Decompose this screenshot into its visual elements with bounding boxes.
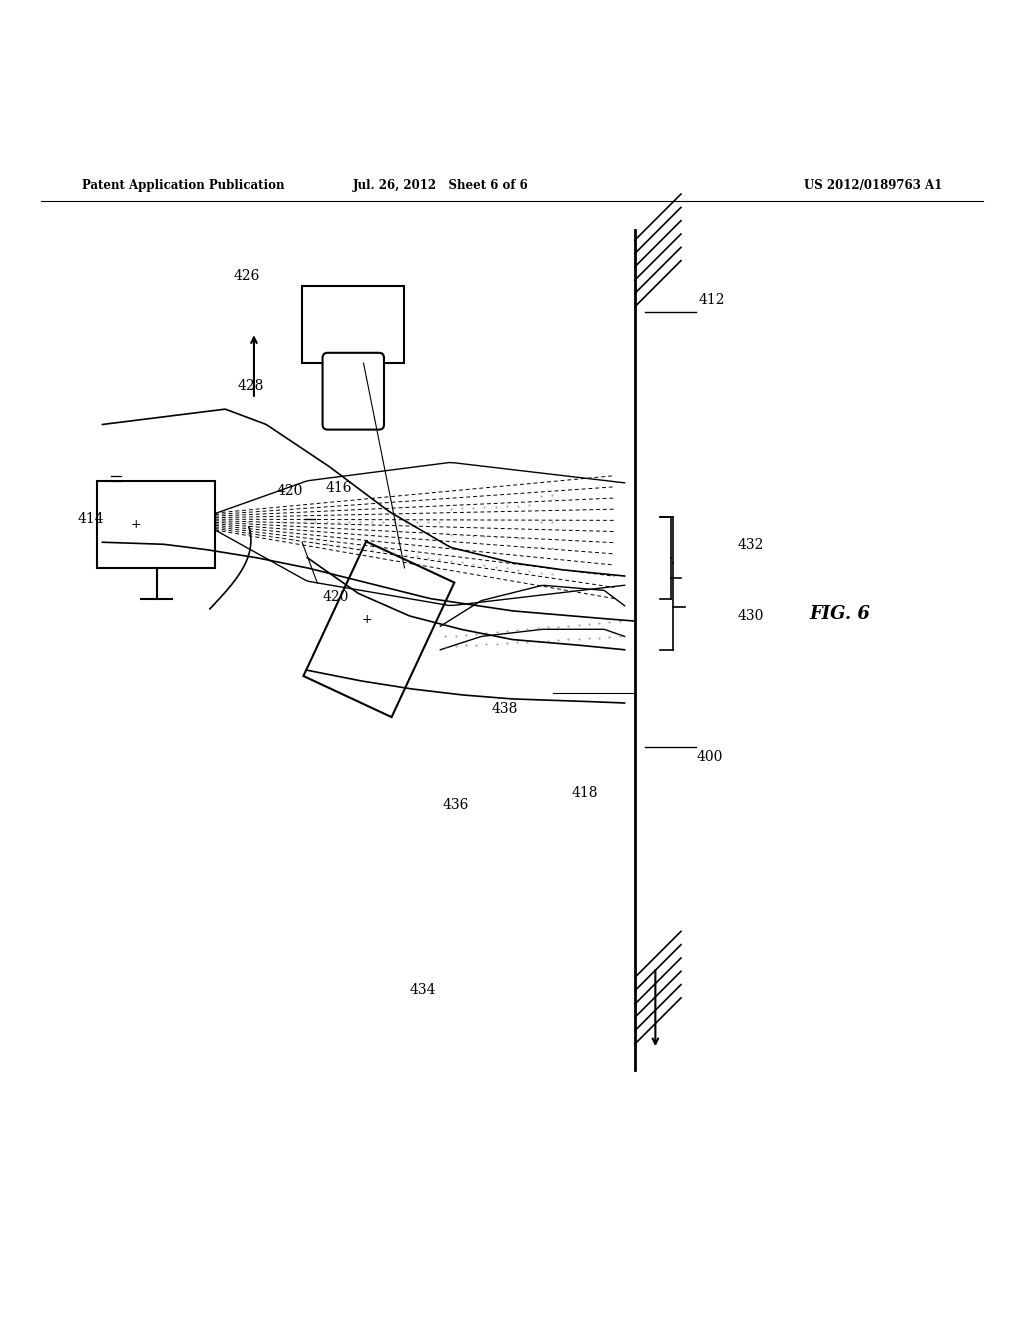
Text: Patent Application Publication: Patent Application Publication [82, 180, 285, 193]
Text: 438: 438 [492, 702, 518, 717]
FancyBboxPatch shape [323, 352, 384, 429]
Text: 426: 426 [233, 269, 260, 282]
Text: 434: 434 [410, 982, 436, 997]
Text: Jul. 26, 2012   Sheet 6 of 6: Jul. 26, 2012 Sheet 6 of 6 [352, 180, 528, 193]
Text: +: + [361, 612, 372, 626]
Text: 418: 418 [571, 787, 598, 800]
Bar [303, 541, 455, 717]
Text: 416: 416 [326, 480, 352, 495]
Text: 436: 436 [442, 799, 469, 812]
Text: 432: 432 [737, 539, 764, 552]
Text: 420: 420 [276, 484, 303, 498]
Text: 412: 412 [698, 293, 725, 306]
Text: 420: 420 [323, 590, 349, 603]
Text: 414: 414 [78, 512, 104, 525]
Text: 428: 428 [238, 379, 264, 392]
Text: FIG. 6: FIG. 6 [809, 605, 870, 623]
Text: 430: 430 [737, 609, 764, 623]
Text: +: + [131, 519, 141, 532]
Bar [302, 286, 404, 363]
Text: US 2012/0189763 A1: US 2012/0189763 A1 [804, 180, 942, 193]
Text: 400: 400 [696, 750, 723, 764]
Bar [97, 480, 215, 568]
